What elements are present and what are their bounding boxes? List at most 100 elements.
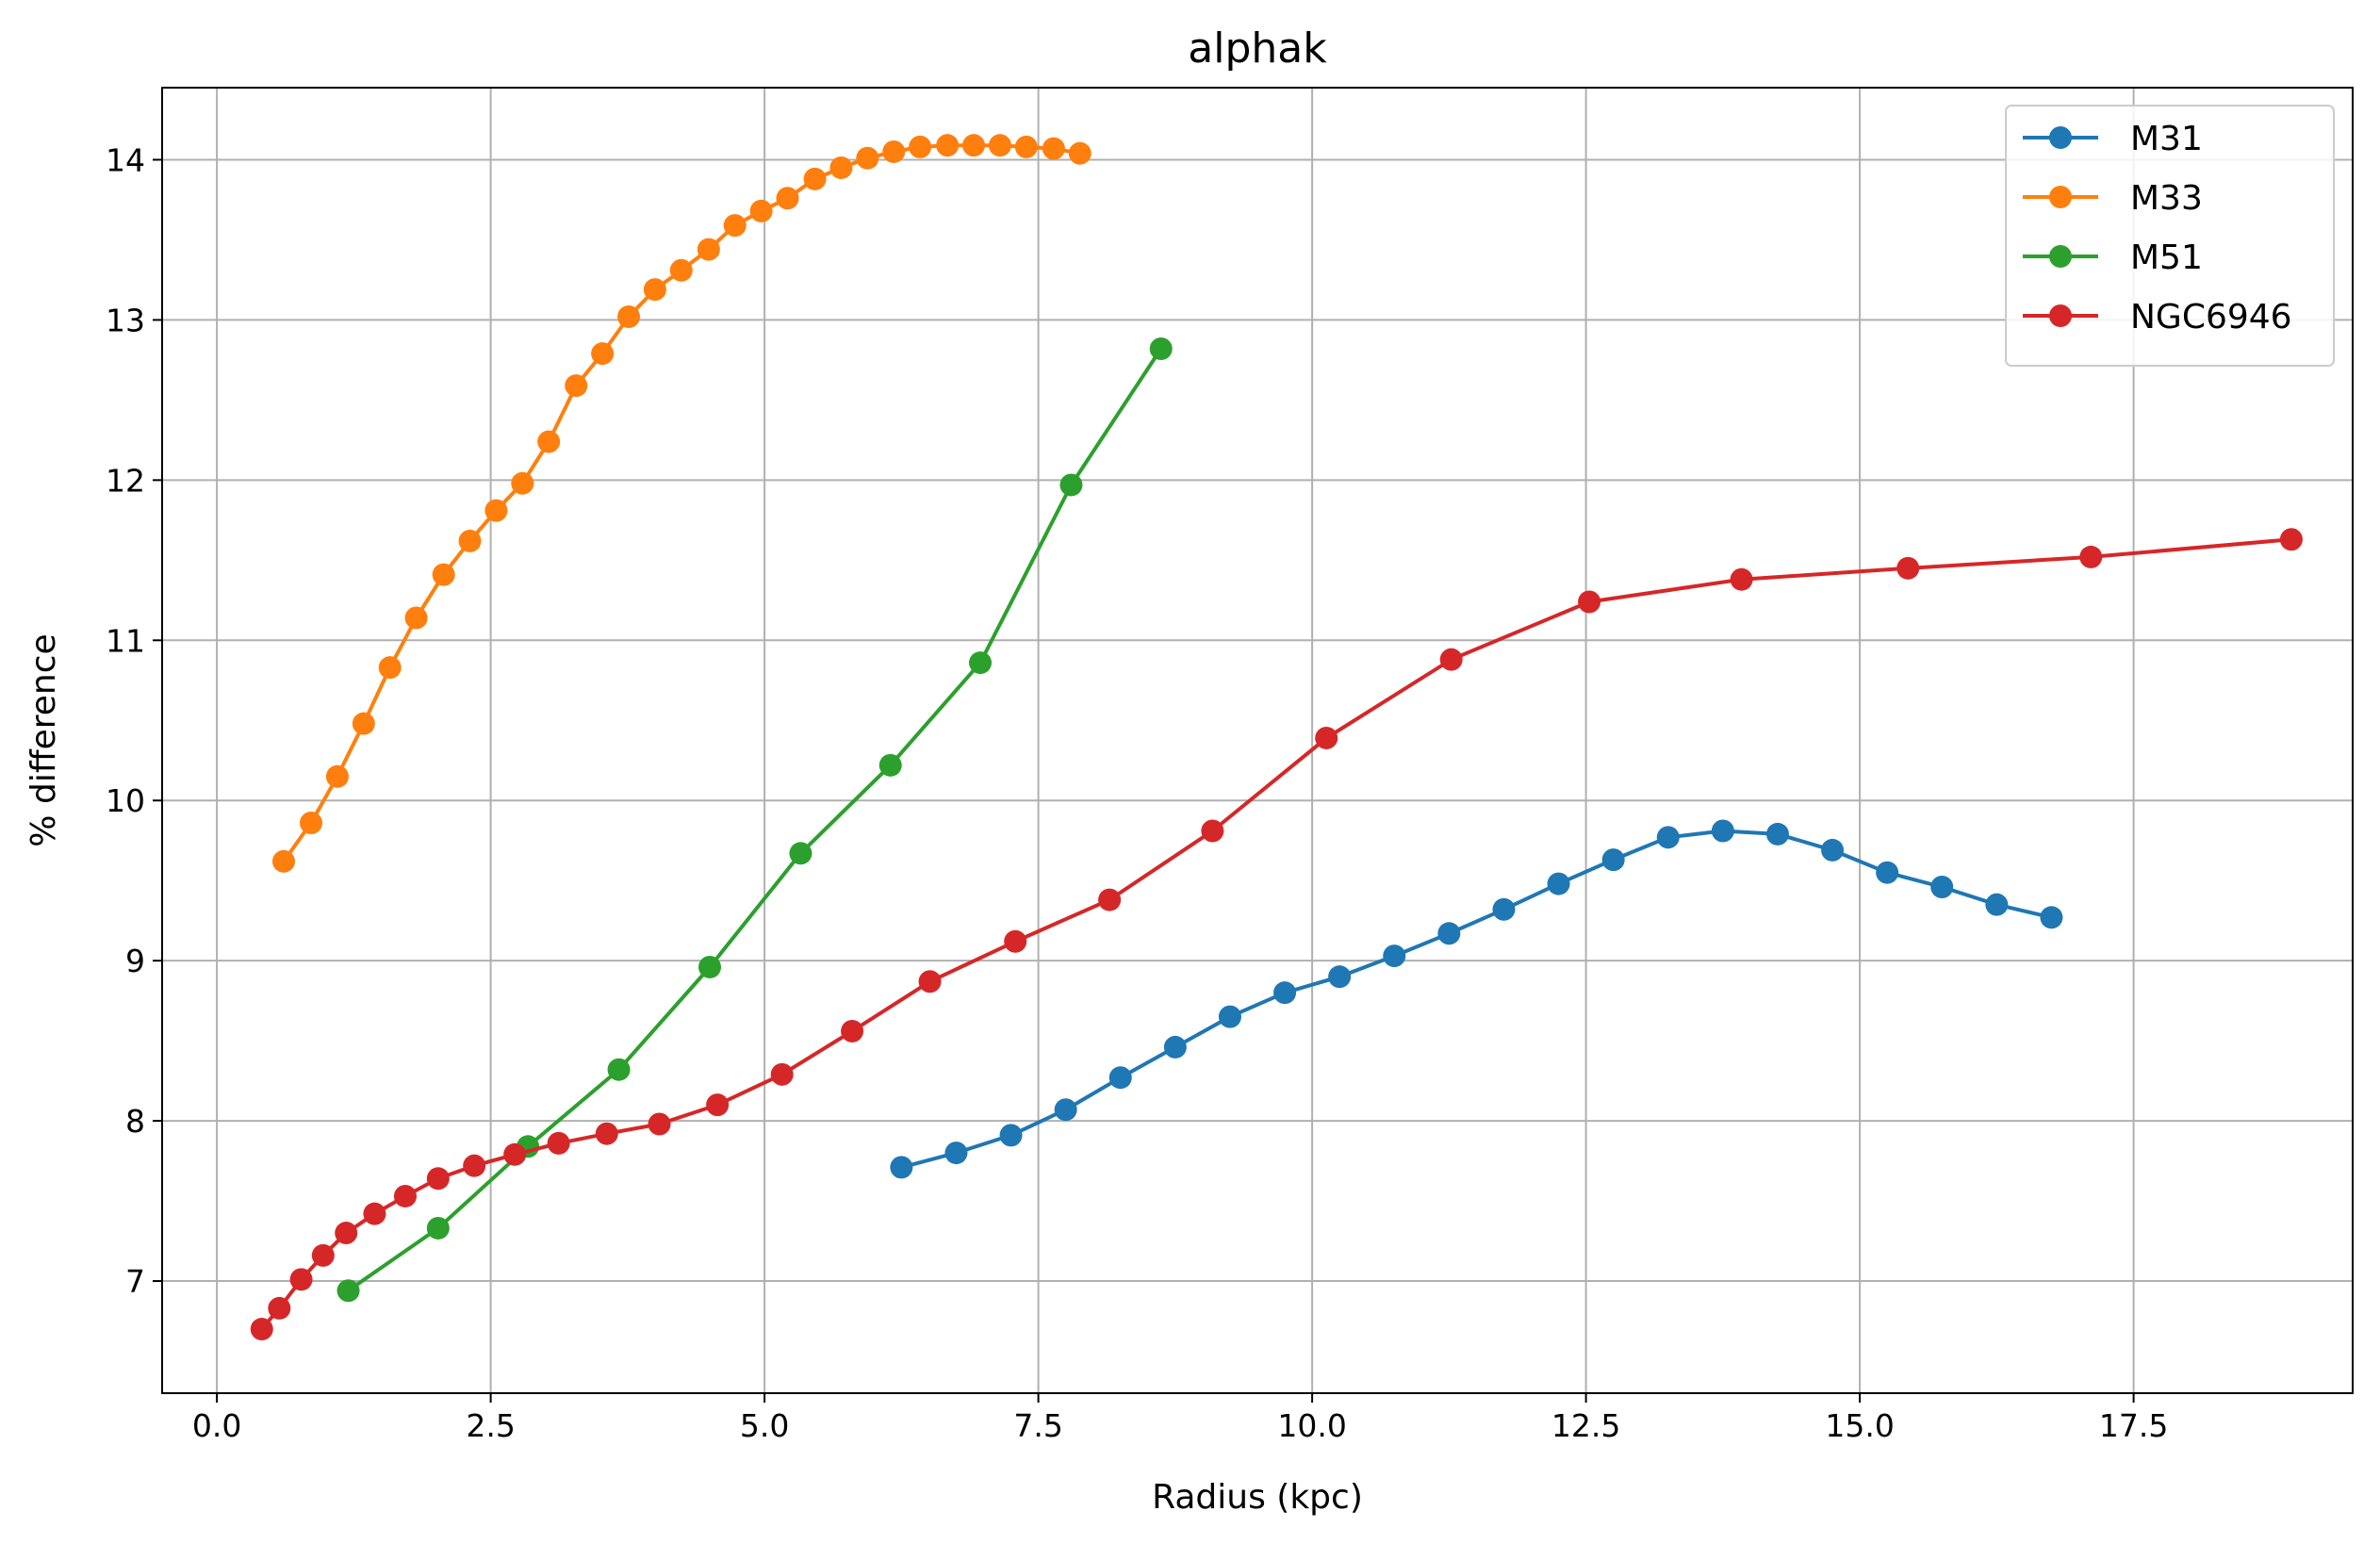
data-point-ngc6946 (503, 1142, 527, 1166)
data-point-ngc6946 (268, 1296, 291, 1320)
legend-item-ngc6946: NGC6946 (2023, 298, 2292, 337)
data-point-m31 (1054, 1098, 1077, 1122)
legend-swatch-marker (2049, 304, 2072, 327)
data-point-ngc6946 (706, 1093, 730, 1117)
data-point-m51 (698, 955, 721, 978)
x-tick-label: 7.5 (1013, 1407, 1062, 1444)
chart-title: alphak (1188, 25, 1327, 73)
data-point-m33 (776, 187, 799, 210)
data-point-ngc6946 (1730, 567, 1753, 591)
data-point-ngc6946 (2079, 545, 2103, 568)
data-point-m31 (1492, 897, 1516, 921)
data-point-m51 (969, 651, 993, 675)
data-point-ngc6946 (393, 1184, 417, 1207)
data-point-m33 (829, 156, 853, 179)
data-point-m33 (404, 606, 428, 630)
y-tick-label: 14 (106, 141, 145, 178)
data-point-m33 (1042, 137, 1065, 160)
data-point-ngc6946 (250, 1318, 273, 1341)
data-point-m31 (1985, 893, 2009, 916)
data-point-m33 (617, 305, 641, 329)
legend-item-m31: M31 (2023, 120, 2203, 158)
series-m33 (271, 134, 1092, 873)
data-point-m51 (1149, 337, 1173, 360)
data-point-ngc6946 (1098, 888, 1122, 912)
data-point-m31 (1765, 822, 1789, 846)
plot-series (250, 134, 2303, 1341)
data-point-m31 (999, 1124, 1023, 1147)
y-tick-label: 13 (106, 302, 145, 338)
x-tick-label: 17.5 (2099, 1407, 2168, 1444)
data-point-m33 (352, 712, 375, 735)
data-point-m31 (944, 1142, 968, 1165)
x-tick-label: 12.5 (1551, 1407, 1620, 1444)
data-point-ngc6946 (463, 1154, 486, 1177)
data-point-m33 (591, 342, 615, 366)
x-tick-label: 2.5 (466, 1407, 515, 1444)
data-point-m33 (325, 764, 349, 788)
x-tick-label: 0.0 (192, 1407, 241, 1444)
data-point-ngc6946 (311, 1243, 335, 1267)
data-point-m33 (271, 849, 295, 873)
data-point-m33 (882, 140, 906, 163)
data-point-m33 (432, 563, 455, 586)
data-point-ngc6946 (770, 1062, 794, 1086)
legend-swatch-marker (2049, 245, 2072, 268)
data-point-ngc6946 (1896, 556, 1920, 580)
data-point-m33 (723, 214, 747, 238)
data-point-m31 (1273, 981, 1297, 1005)
data-point-ngc6946 (547, 1131, 570, 1155)
data-point-m31 (890, 1156, 913, 1179)
data-point-m33 (909, 135, 932, 158)
data-point-m31 (1656, 826, 1680, 849)
legend-swatch-marker (2049, 186, 2072, 208)
data-point-m33 (803, 167, 827, 190)
data-point-m31 (1876, 861, 1899, 884)
data-point-m33 (856, 146, 879, 170)
data-point-ngc6946 (1439, 648, 1463, 671)
data-point-m31 (2040, 906, 2063, 929)
series-m51 (336, 337, 1173, 1303)
data-point-m51 (336, 1279, 360, 1303)
data-point-m33 (1068, 141, 1092, 165)
data-point-m51 (607, 1058, 631, 1081)
data-point-ngc6946 (648, 1112, 671, 1136)
data-point-m33 (378, 656, 402, 680)
data-point-m31 (1930, 875, 1954, 898)
y-tick-label: 9 (125, 943, 145, 979)
data-point-ngc6946 (363, 1202, 386, 1225)
data-point-m33 (511, 471, 534, 495)
legend-label: M33 (2130, 179, 2203, 218)
legend-label: M31 (2130, 120, 2203, 158)
data-point-m31 (1711, 819, 1734, 843)
data-point-m31 (1108, 1066, 1132, 1090)
legend-box (2005, 105, 2335, 367)
data-point-m33 (565, 374, 588, 398)
data-point-ngc6946 (335, 1222, 358, 1245)
data-point-m51 (789, 842, 812, 865)
data-point-m33 (1014, 135, 1038, 158)
data-point-ngc6946 (1004, 929, 1027, 953)
data-point-ngc6946 (2279, 528, 2303, 551)
y-axis-title: % difference (25, 633, 63, 846)
data-point-m33 (458, 529, 482, 552)
data-point-m33 (749, 199, 773, 222)
x-axis-title: Radius (kpc) (1152, 1478, 1363, 1517)
y-tick-label: 11 (106, 622, 145, 659)
data-point-ngc6946 (426, 1167, 450, 1191)
legend: M31 M33 M51 NGC6946 (2005, 105, 2335, 367)
y-tick-label: 8 (125, 1103, 145, 1140)
x-tick-label: 15.0 (1825, 1407, 1894, 1444)
data-point-ngc6946 (918, 970, 942, 994)
data-point-m31 (1328, 965, 1352, 989)
data-point-m31 (1601, 848, 1625, 872)
legend-label: NGC6946 (2130, 298, 2292, 337)
y-tick-label: 7 (125, 1263, 145, 1300)
data-point-m31 (1218, 1005, 1241, 1028)
data-point-m31 (1163, 1035, 1187, 1059)
data-point-ngc6946 (1578, 590, 1601, 614)
data-point-m33 (537, 430, 561, 453)
y-tick-label: 12 (106, 462, 145, 499)
